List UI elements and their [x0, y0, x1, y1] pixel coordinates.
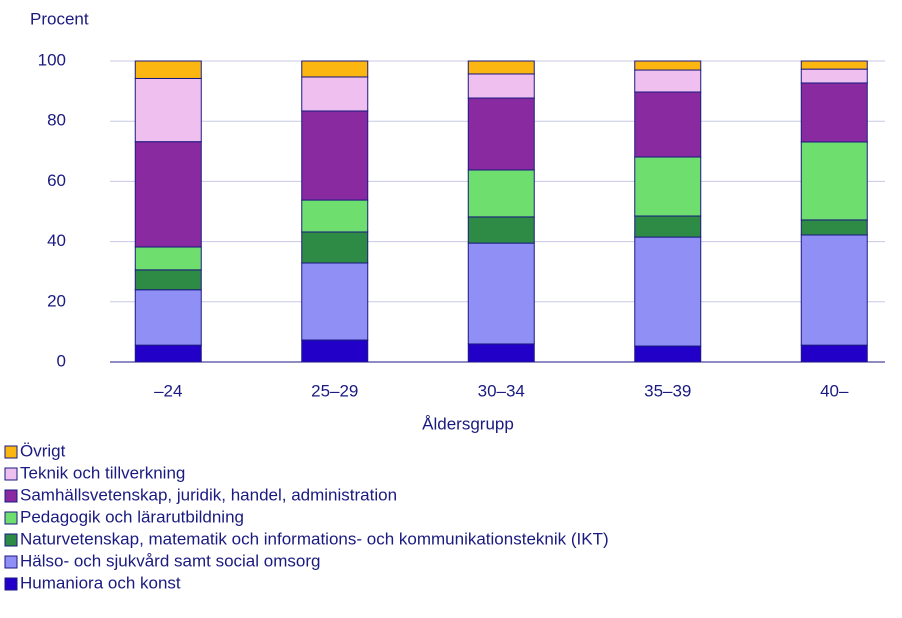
bar-segment	[634, 156, 702, 217]
bar-segment	[467, 60, 535, 75]
bar-segment	[800, 234, 868, 346]
legend-swatch	[4, 445, 18, 459]
legend-label: Hälso- och sjukvård samt social omsorg	[20, 551, 320, 570]
bar-segment	[467, 73, 535, 99]
y-axis-label: Procent	[30, 9, 89, 28]
bar-segment	[634, 60, 702, 71]
y-tick-label: 40	[47, 231, 66, 250]
bar-segment	[634, 236, 702, 347]
bar-segment	[134, 60, 202, 79]
legend-swatch	[4, 555, 18, 569]
bar-segment	[301, 110, 369, 201]
bar-segment	[301, 76, 369, 112]
x-tick-label: 30–34	[478, 381, 525, 400]
bar-segment	[634, 345, 702, 363]
bar-segment	[634, 69, 702, 93]
bar-segment	[467, 343, 535, 363]
legend-swatch	[4, 489, 18, 503]
bar-segment	[467, 216, 535, 244]
legend-label: Samhällsvetenskap, juridik, handel, admi…	[20, 485, 397, 504]
x-axis-label: Åldersgrupp	[422, 414, 514, 433]
bar-segment	[634, 215, 702, 238]
y-tick-label: 100	[38, 50, 66, 69]
bar-segment	[301, 339, 369, 363]
bar-segment	[301, 199, 369, 233]
bar-segment	[301, 60, 369, 78]
bar-segment	[800, 68, 868, 84]
legend-swatch	[4, 577, 18, 591]
legend-label: Humaniora och konst	[20, 573, 181, 592]
legend-label: Naturvetenskap, matematik och informatio…	[20, 529, 609, 548]
bar-segment	[301, 262, 369, 341]
x-tick-label: 40–	[820, 381, 849, 400]
bar-segment	[134, 269, 202, 291]
bar-segment	[800, 60, 868, 70]
bar-segment	[800, 219, 868, 236]
bar-segment	[467, 97, 535, 171]
y-tick-label: 20	[47, 291, 66, 310]
x-tick-label: 25–29	[311, 381, 358, 400]
bar-segment	[134, 141, 202, 248]
x-tick-label: 35–39	[644, 381, 691, 400]
bar-segment	[467, 242, 535, 345]
legend-swatch	[4, 533, 18, 547]
legend-swatch	[4, 467, 18, 481]
bar-segment	[800, 141, 868, 221]
bar-segment	[800, 344, 868, 363]
legend-swatch	[4, 511, 18, 525]
bar-segment	[467, 169, 535, 218]
legend-label: Övrigt	[20, 441, 66, 460]
bar-segment	[134, 246, 202, 271]
legend-label: Pedagogik och lärarutbildning	[20, 507, 244, 526]
bar-segment	[301, 231, 369, 264]
x-tick-label: –24	[154, 381, 182, 400]
y-tick-label: 60	[47, 171, 66, 190]
bar-segment	[800, 82, 868, 143]
bar-segment	[134, 77, 202, 143]
y-tick-label: 0	[57, 351, 66, 370]
legend-label: Teknik och tillverkning	[20, 463, 185, 482]
bar-segment	[634, 91, 702, 158]
bar-segment	[134, 344, 202, 363]
bar-segment	[134, 289, 202, 346]
y-tick-label: 80	[47, 111, 66, 130]
